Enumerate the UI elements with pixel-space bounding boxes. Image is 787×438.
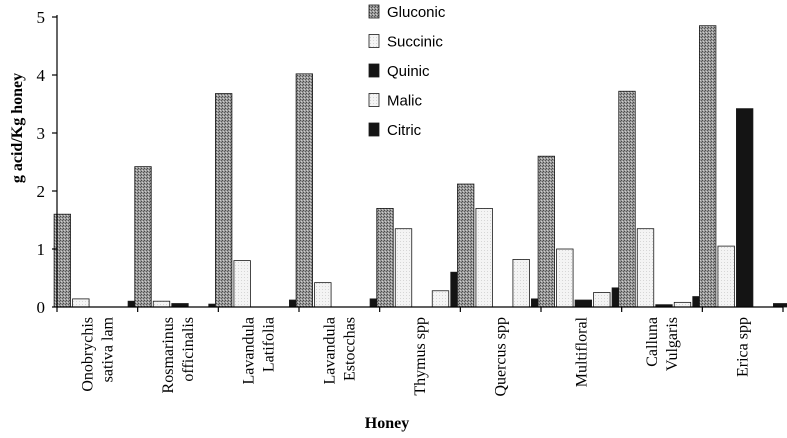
x-tick-label: Thymus spp xyxy=(412,317,429,396)
legend: Gluconic Succinic Quinic Malic Citric xyxy=(368,4,446,139)
bar-gluconic-5 xyxy=(457,183,475,308)
bar-quinic-8 xyxy=(736,108,754,308)
y-tick-label: 5 xyxy=(37,8,46,27)
y-tick-label: 3 xyxy=(37,124,46,143)
x-axis-title: Honey xyxy=(365,415,409,432)
bars-layer xyxy=(53,25,787,308)
bar-gluconic-1 xyxy=(134,166,152,308)
bar-gluconic-6 xyxy=(537,155,555,308)
legend-label-citric: Citric xyxy=(387,122,422,139)
bar-succinic-8 xyxy=(717,245,735,308)
x-tick-label: Latifolia xyxy=(261,317,278,372)
legend-label-succinic: Succinic xyxy=(387,34,443,51)
axes-layer: 0 1 2 3 4 5 Onobrychis sativa lam Rosmarinus offi… xyxy=(37,8,784,397)
bar-malic-7 xyxy=(673,301,692,308)
legend-swatch-succinic xyxy=(368,34,380,48)
x-tick-label: Multifloral xyxy=(573,316,590,387)
bar-succinic-7 xyxy=(636,228,655,308)
x-tick-label: Lavandula xyxy=(241,317,258,385)
bar-gluconic-4 xyxy=(376,207,394,308)
legend-swatch-citric xyxy=(368,122,380,137)
bar-succinic-3 xyxy=(314,282,332,308)
x-tick-label: sativa lam xyxy=(99,316,116,382)
x-tick-label: Lavandula xyxy=(321,317,338,385)
legend-swatch-malic xyxy=(368,93,380,107)
bar-gluconic-7 xyxy=(618,90,636,308)
y-tick-label: 0 xyxy=(37,298,46,317)
bar-succinic-4 xyxy=(394,228,413,308)
y-tick-label: 4 xyxy=(37,66,46,85)
y-axis-title: g acid/Kg honey xyxy=(9,73,26,183)
x-tick-label: Rosmarinus xyxy=(160,317,177,393)
bar-succinic-6 xyxy=(556,248,574,308)
y-tick-label: 2 xyxy=(37,182,46,201)
bar-malic-5 xyxy=(512,259,530,308)
x-tick-label: Quercus spp xyxy=(493,317,510,397)
bar-succinic-5 xyxy=(475,207,493,308)
bar-succinic-0 xyxy=(72,298,90,308)
bar-gluconic-8 xyxy=(699,25,717,308)
x-tick-label: officinalis xyxy=(180,317,197,382)
bar-malic-6 xyxy=(593,292,611,308)
x-tick-label: Calluna xyxy=(644,317,661,367)
x-tick-label: Erica spp xyxy=(735,317,752,377)
x-tick-label: Vulgaris xyxy=(664,317,681,371)
bar-gluconic-2 xyxy=(215,93,233,308)
legend-swatch-quinic xyxy=(368,63,380,78)
bar-succinic-1 xyxy=(152,300,171,308)
legend-swatch-gluconic xyxy=(368,4,380,19)
bar-gluconic-3 xyxy=(295,73,313,308)
y-tick-label: 1 xyxy=(37,240,46,259)
legend-label-malic: Malic xyxy=(387,93,423,110)
legend-label-quinic: Quinic xyxy=(387,63,430,80)
x-tick-label: Estocchas xyxy=(341,317,358,381)
legend-label-gluconic: Gluconic xyxy=(387,4,446,21)
bar-malic-4 xyxy=(431,290,450,308)
bar-quinic-6 xyxy=(574,299,592,308)
x-tick-label: Onobrychis xyxy=(79,317,96,392)
bar-succinic-2 xyxy=(233,260,251,308)
